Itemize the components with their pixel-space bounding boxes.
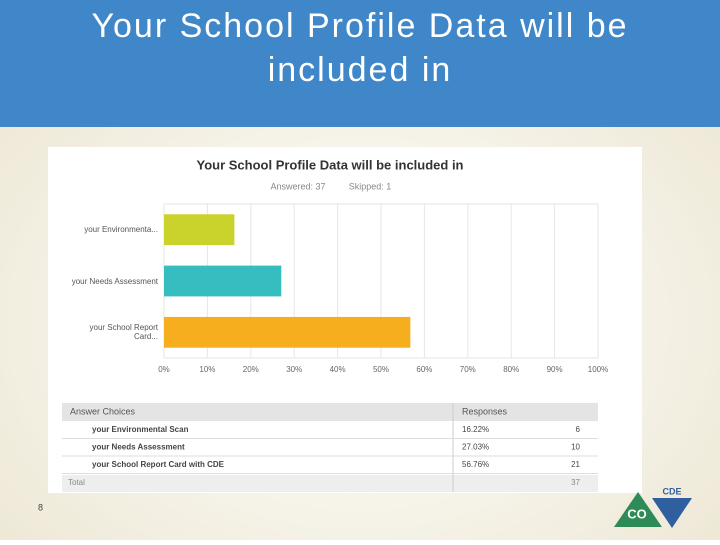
- logo-shield: [652, 498, 692, 528]
- chart-title: Your School Profile Data will be include…: [196, 157, 463, 172]
- table-header: Answer Choices: [70, 406, 136, 416]
- table-header-bg: [62, 403, 598, 421]
- table-total-bg: [62, 475, 598, 492]
- bar: [164, 265, 282, 297]
- x-tick-label: 70%: [460, 365, 476, 374]
- x-tick-label: 30%: [286, 365, 302, 374]
- bar: [164, 214, 235, 246]
- row-count: 10: [571, 443, 580, 452]
- x-tick-label: 100%: [588, 365, 608, 374]
- slide-title: Your School Profile Data will be include…: [91, 7, 629, 89]
- x-tick-label: 20%: [243, 365, 259, 374]
- x-tick-label: 50%: [373, 365, 389, 374]
- row-choice: your School Report Card with CDE: [92, 460, 225, 469]
- y-tick-label: your Environmenta...: [84, 225, 158, 235]
- y-label-box: your Environmenta...: [84, 225, 158, 235]
- y-label-box: your Needs Assessment: [71, 276, 158, 286]
- x-tick-label: 90%: [547, 365, 563, 374]
- logo-mountain: [614, 492, 662, 527]
- page-number: 8: [38, 502, 43, 512]
- x-tick-label: 40%: [330, 365, 346, 374]
- y-tick-label: your School Report Card...: [89, 323, 158, 342]
- x-tick-label: 80%: [503, 365, 519, 374]
- y-tick-label: your Needs Assessment: [71, 276, 158, 286]
- row-percent: 56.76%: [462, 460, 489, 469]
- answered: Answered: 37: [270, 181, 325, 191]
- bar: [164, 316, 411, 348]
- x-tick-label: 60%: [416, 365, 432, 374]
- row-percent: 27.03%: [462, 443, 489, 452]
- x-tick-label: 0%: [158, 365, 170, 374]
- skipped: Skipped: 1: [349, 181, 392, 191]
- title-box: Your School Profile Data will be include…: [91, 7, 629, 89]
- x-tick-label: 10%: [199, 365, 215, 374]
- row-choice: your Environmental Scan: [92, 425, 189, 434]
- table-total-label: Total: [68, 478, 85, 487]
- row-percent: 16.22%: [462, 425, 489, 434]
- logo-top: CDE: [662, 486, 681, 496]
- row-count: 21: [571, 460, 580, 469]
- header-band: [0, 0, 720, 127]
- row-count: 6: [576, 425, 581, 434]
- table-header: Responses: [462, 406, 508, 416]
- y-label-box: your School Report Card...: [89, 323, 158, 342]
- table-total-value: 37: [571, 478, 580, 487]
- row-choice: your Needs Assessment: [92, 443, 185, 452]
- logo-bottom: CO: [627, 506, 647, 521]
